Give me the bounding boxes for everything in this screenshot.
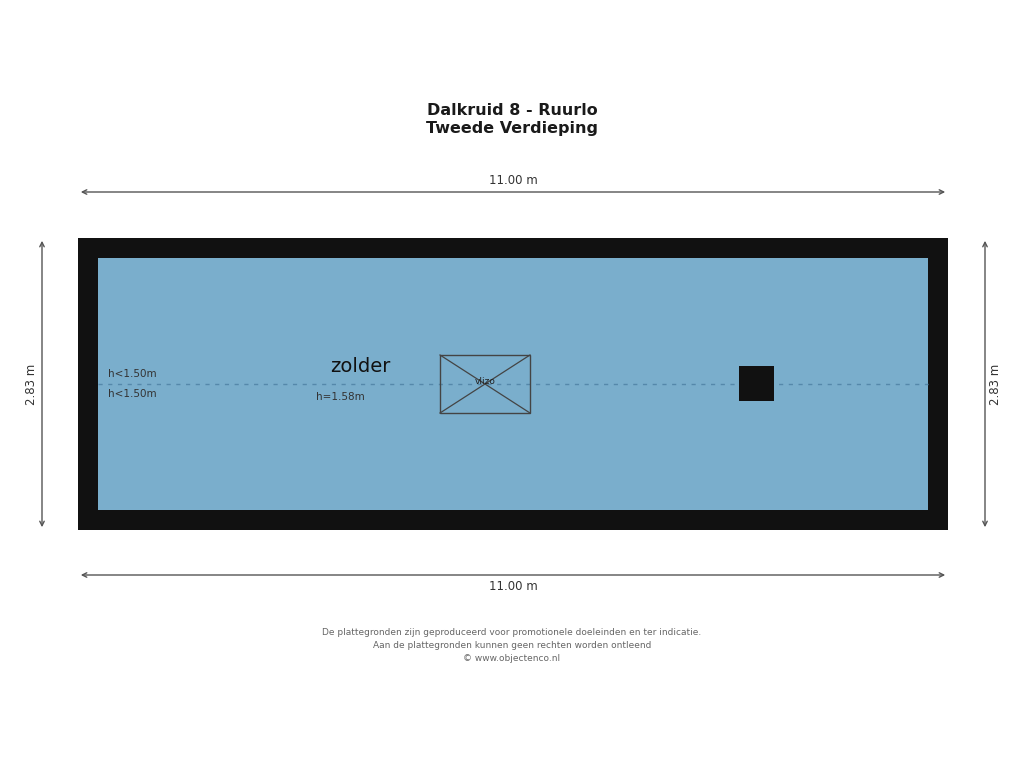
Text: 2.83 m: 2.83 m [989,363,1002,405]
Bar [98,258,928,510]
Text: De plattegronden zijn geproduceerd voor promotionele doeleinden en ter indicatie: De plattegronden zijn geproduceerd voor … [323,628,701,637]
Text: © www.objectenco.nl: © www.objectenco.nl [464,654,560,663]
Text: 11.00 m: 11.00 m [488,174,538,187]
Bar [738,366,773,400]
Text: h<1.50m: h<1.50m [108,369,157,379]
Text: vlizo: vlizo [474,376,496,386]
Text: 2.83 m: 2.83 m [25,363,38,405]
Text: Dalkruid 8 - Ruurlo: Dalkruid 8 - Ruurlo [427,103,597,118]
Text: h=1.58m: h=1.58m [315,392,365,402]
Text: 11.00 m: 11.00 m [488,580,538,593]
Text: zolder: zolder [330,357,390,376]
Bar [440,355,530,413]
Text: Tweede Verdieping: Tweede Verdieping [426,121,598,136]
Text: h<1.50m: h<1.50m [108,389,157,399]
Text: Aan de plattegronden kunnen geen rechten worden ontleend: Aan de plattegronden kunnen geen rechten… [373,641,651,650]
Bar [78,238,948,530]
